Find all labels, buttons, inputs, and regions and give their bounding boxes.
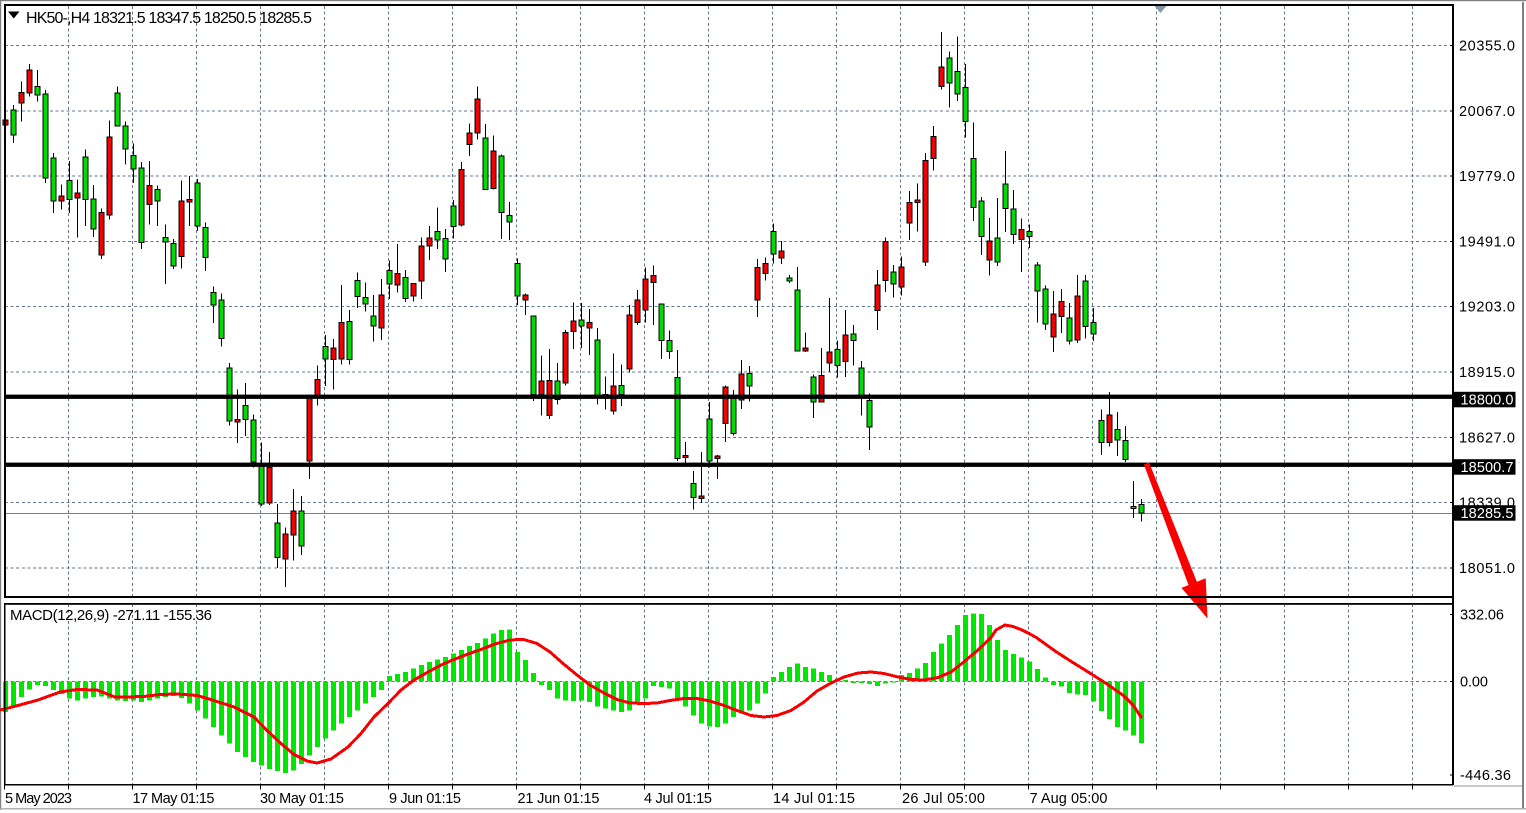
- svg-text:19779.0: 19779.0: [1459, 169, 1515, 185]
- svg-text:20355.0: 20355.0: [1459, 39, 1515, 55]
- svg-text:21 Jun 01:15: 21 Jun 01:15: [518, 791, 600, 807]
- svg-text:MACD(12,26,9) -271.11 -155.36: MACD(12,26,9) -271.11 -155.36: [10, 607, 212, 624]
- svg-text:19491.0: 19491.0: [1459, 234, 1515, 250]
- svg-text:18915.0: 18915.0: [1459, 365, 1515, 381]
- svg-text:18800.0: 18800.0: [1461, 393, 1514, 409]
- svg-text:14 Jul 01:15: 14 Jul 01:15: [773, 791, 855, 807]
- svg-text:332.06: 332.06: [1460, 608, 1504, 624]
- svg-text:30 May 01:15: 30 May 01:15: [260, 791, 344, 807]
- svg-text:18627.0: 18627.0: [1459, 430, 1515, 446]
- svg-text:18500.7: 18500.7: [1461, 460, 1514, 476]
- svg-text:4 Jul 01:15: 4 Jul 01:15: [644, 791, 712, 807]
- svg-text:20067.0: 20067.0: [1459, 104, 1515, 120]
- svg-text:18051.0: 18051.0: [1459, 561, 1515, 577]
- svg-text:19203.0: 19203.0: [1459, 300, 1515, 316]
- svg-text:5 May 2023: 5 May 2023: [5, 791, 72, 807]
- svg-text:-446.36: -446.36: [1460, 768, 1511, 784]
- svg-text:18285.5: 18285.5: [1461, 506, 1514, 522]
- svg-text:26 Jul 05:00: 26 Jul 05:00: [902, 791, 985, 807]
- svg-text:9 Jun 01:15: 9 Jun 01:15: [389, 791, 461, 807]
- svg-text:17 May 01:15: 17 May 01:15: [133, 791, 215, 807]
- svg-text:HK50-,H4 18321.5 18347.5 1825: HK50-,H4 18321.5 18347.5 18250.5 18285.5: [26, 10, 312, 27]
- svg-text:7 Aug 05:00: 7 Aug 05:00: [1030, 791, 1108, 807]
- svg-text:0.00: 0.00: [1460, 675, 1488, 691]
